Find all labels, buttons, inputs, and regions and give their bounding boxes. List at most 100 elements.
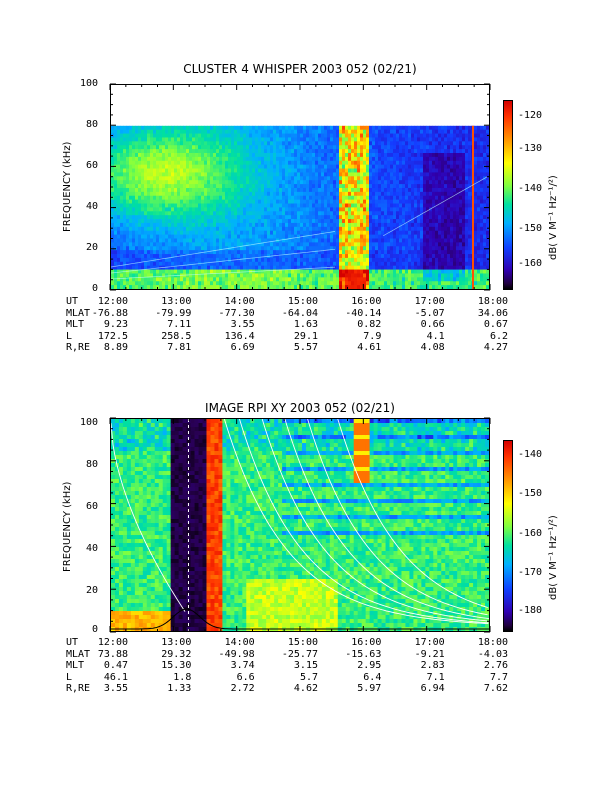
image-rpi-ephemeris-value: 2.76: [483, 660, 508, 671]
cluster-spectrogram: [110, 84, 490, 290]
cluster-ytick-40: 40: [86, 201, 99, 212]
image-rpi-colorbar-label: dB( V M⁻¹ Hz⁻¹/²): [548, 515, 559, 600]
cluster-title: CLUSTER 4 WHISPER 2003 052 (02/21): [183, 62, 417, 76]
cluster-ephemeris-value: -40.14: [345, 307, 382, 319]
image-rpi-ephemeris-row: UT 12:00 13:00 14:00 15:00 16:00 17:00 18:00: [0, 637, 600, 649]
image-rpi-ephemeris-value: 0.47: [103, 660, 128, 671]
image-rpi-ephemeris-row: R,RE 3.55 1.33 2.72 4.62 5.97 6.94 7.62: [0, 683, 600, 695]
cluster-cbar-tick-140: -140: [518, 183, 543, 194]
image-rpi-ytick-20: 20: [86, 585, 99, 596]
cluster-cbar-tick-160: -160: [518, 258, 543, 269]
cluster-ephemeris-value: 7.11: [167, 319, 192, 330]
cluster-ytick-0: 0: [92, 283, 99, 294]
cluster-ephemeris-value: 15:00: [287, 296, 318, 307]
cluster-cbar-tick-120: -120: [518, 110, 543, 121]
cluster-ephemeris-row: MLT 9.23 7.11 3.55 1.63 0.82 0.66 0.67: [0, 319, 600, 331]
cluster-ephemeris-value: 14:00: [224, 296, 255, 307]
image-rpi-ytick-40: 40: [86, 543, 99, 554]
image-rpi-ephemeris-value: 29.32: [161, 648, 192, 660]
cluster-ephemeris-value: 172.5: [97, 330, 128, 342]
cluster-ephemeris-value: 5.57: [293, 342, 318, 353]
image-rpi-ephemeris-value: 12:00: [97, 637, 128, 648]
image-rpi-ephemeris-value: 46.1: [103, 671, 128, 683]
cluster-ytick-100: 100: [80, 78, 99, 89]
image-rpi-ephemeris-value: 7.7: [489, 671, 508, 683]
image-rpi-ephemeris-value: 73.88: [97, 648, 128, 660]
cluster-ephemeris-value: 4.1: [426, 330, 445, 342]
cluster-ephemeris-row: L 172.5 258.5 136.4 29.1 7.9 4.1 6.2: [0, 331, 600, 343]
cluster-ytick-60: 60: [86, 160, 99, 171]
image-rpi-ephemeris-value: 6.6: [236, 671, 255, 683]
image-rpi-ephemeris-row: MLT 0.47 15.30 3.74 3.15 2.95 2.83 2.76: [0, 660, 600, 672]
image-rpi-ephemeris-value: 17:00: [414, 637, 445, 648]
cluster-ephemeris-value: 7.9: [363, 330, 382, 342]
cluster-ephemeris-label: MLT: [66, 319, 85, 330]
cluster-ephemeris-value: 13:00: [161, 296, 192, 307]
cluster-ephemeris-value: 12:00: [97, 296, 128, 307]
cluster-ephemeris-value: 16:00: [351, 296, 382, 307]
image-rpi-ephemeris-value: 7.62: [483, 683, 508, 694]
image-rpi-ephemeris-value: 6.4: [363, 671, 382, 683]
image-rpi-frequency-curves: [111, 419, 489, 625]
image-rpi-cbar-tick-170: -170: [518, 567, 543, 578]
cluster-ephemeris-label: UT: [66, 296, 79, 307]
cluster-ephemeris-value: 6.2: [489, 330, 508, 342]
image-rpi-title: IMAGE RPI XY 2003 052 (02/21): [205, 401, 395, 415]
cluster-ephemeris-value: 0.66: [420, 319, 445, 330]
cluster-spectrogram-cells: [111, 125, 489, 289]
cluster-emission-line: [471, 125, 474, 289]
cluster-ephemeris-value: 1.63: [293, 319, 318, 330]
cluster-ephemeris-value: 4.08: [420, 342, 445, 353]
cluster-ephemeris-value: 9.23: [103, 319, 128, 330]
image-rpi-colorbar: [503, 440, 513, 632]
image-rpi-cbar-tick-180: -180: [518, 605, 543, 616]
image-rpi-ytick-100: 100: [80, 417, 99, 428]
cluster-ephemeris-label: L: [66, 330, 73, 342]
image-rpi-ephemeris-value: -49.98: [218, 648, 255, 660]
image-rpi-ephemeris-value: 3.15: [293, 660, 318, 671]
image-rpi-ephemeris-value: 15:00: [287, 637, 318, 648]
cluster-ephemeris-value: -76.88: [91, 307, 128, 319]
cluster-ephemeris-value: 29.1: [293, 330, 318, 342]
image-rpi-ephemeris-value: -9.21: [414, 648, 445, 660]
image-rpi-ephemeris-label: MLT: [66, 660, 85, 671]
image-rpi-spectrogram: [110, 418, 490, 632]
cluster-ephemeris-value: 0.67: [483, 319, 508, 330]
cluster-cbar-tick-150: -150: [518, 223, 543, 234]
image-rpi-ephemeris-value: 16:00: [351, 637, 382, 648]
image-rpi-ephemeris-row: MLAT 73.88 29.32 -49.98 -25.77 -15.63 -9.21 -4.…: [0, 649, 600, 661]
cluster-ephemeris-value: -64.04: [281, 307, 318, 319]
image-rpi-ephemeris-value: -4.03: [477, 648, 508, 660]
image-rpi-ephemeris-label: L: [66, 671, 73, 683]
cluster-ephemeris-value: -79.99: [155, 307, 192, 319]
cluster-ephemeris-value: 4.27: [483, 342, 508, 353]
image-rpi-ephemeris-label: R,RE: [66, 683, 91, 694]
image-rpi-spectrogram-cells: [111, 419, 489, 631]
image-rpi-ephemeris-value: 7.1: [426, 671, 445, 683]
image-rpi-ephemeris-value: 5.7: [299, 671, 318, 683]
image-rpi-ephemeris-value: -15.63: [345, 648, 382, 660]
cluster-cbar-tick-130: -130: [518, 143, 543, 154]
cluster-spectrogram-image: [111, 125, 489, 289]
cluster-colorbar: [503, 100, 513, 290]
image-rpi-ephemeris-label: UT: [66, 637, 79, 648]
cluster-ephemeris-value: 8.89: [103, 342, 128, 353]
cluster-ephemeris-row: UT 12:00 13:00 14:00 15:00 16:00 17:00 18:00: [0, 296, 600, 308]
image-rpi-ephemeris-value: 5.97: [357, 683, 382, 694]
cluster-ephemeris-row: R,RE 8.89 7.81 6.69 5.57 4.61 4.08 4.27: [0, 342, 600, 354]
image-rpi-cbar-tick-150: -150: [518, 488, 543, 499]
cluster-ephemeris-label: MLAT: [66, 307, 91, 319]
image-rpi-ephemeris-value: -25.77: [281, 648, 318, 660]
cluster-ephemeris-value: 258.5: [161, 330, 192, 342]
image-rpi-ephemeris-value: 4.62: [293, 683, 318, 694]
image-rpi-ephemeris-value: 6.94: [420, 683, 445, 694]
image-rpi-ephemeris-value: 2.72: [230, 683, 255, 694]
image-rpi-ephemeris-value: 2.83: [420, 660, 445, 671]
image-rpi-ephemeris-value: 15.30: [161, 660, 192, 671]
image-rpi-ephemeris-value: 1.8: [173, 671, 192, 683]
cluster-ytick-20: 20: [86, 242, 99, 253]
image-rpi-ytick-0: 0: [92, 624, 99, 635]
cluster-ephemeris-value: 136.4: [224, 330, 255, 342]
cluster-ephemeris-value: -77.30: [218, 307, 255, 319]
image-rpi-ephemeris-value: 3.74: [230, 660, 255, 671]
